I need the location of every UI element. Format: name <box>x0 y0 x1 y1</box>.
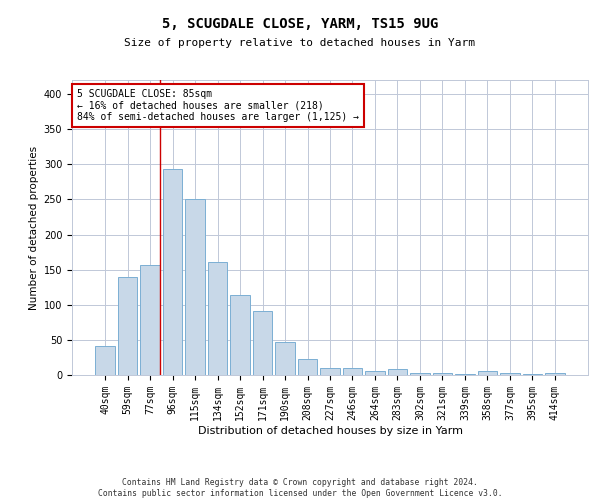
Bar <box>163 169 182 375</box>
Y-axis label: Number of detached properties: Number of detached properties <box>29 146 40 310</box>
Bar <box>320 368 340 375</box>
Bar <box>410 373 430 375</box>
Bar <box>298 359 317 375</box>
X-axis label: Distribution of detached houses by size in Yarm: Distribution of detached houses by size … <box>197 426 463 436</box>
Bar <box>118 278 137 375</box>
Bar <box>478 372 497 375</box>
Bar <box>140 266 160 375</box>
Bar <box>523 374 542 375</box>
Bar <box>545 373 565 375</box>
Bar <box>500 373 520 375</box>
Text: Size of property relative to detached houses in Yarm: Size of property relative to detached ho… <box>125 38 476 48</box>
Text: 5, SCUGDALE CLOSE, YARM, TS15 9UG: 5, SCUGDALE CLOSE, YARM, TS15 9UG <box>162 18 438 32</box>
Bar <box>95 346 115 375</box>
Bar <box>230 295 250 375</box>
Text: 5 SCUGDALE CLOSE: 85sqm
← 16% of detached houses are smaller (218)
84% of semi-d: 5 SCUGDALE CLOSE: 85sqm ← 16% of detache… <box>77 89 359 122</box>
Bar <box>365 372 385 375</box>
Text: Contains HM Land Registry data © Crown copyright and database right 2024.
Contai: Contains HM Land Registry data © Crown c… <box>98 478 502 498</box>
Bar <box>388 370 407 375</box>
Bar <box>185 198 205 375</box>
Bar <box>343 368 362 375</box>
Bar <box>275 342 295 375</box>
Bar <box>455 374 475 375</box>
Bar <box>253 311 272 375</box>
Bar <box>208 262 227 375</box>
Bar <box>433 373 452 375</box>
